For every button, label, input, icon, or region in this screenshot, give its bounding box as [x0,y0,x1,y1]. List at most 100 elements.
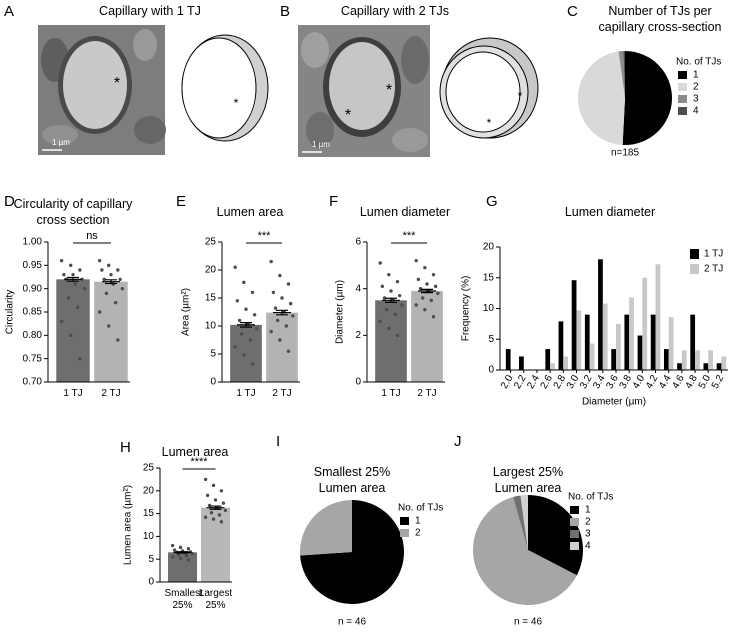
panel-label: F [329,193,339,210]
y-tick-label: 25 [205,237,217,248]
micrograph-a [38,25,166,155]
data-point [423,265,427,270]
pie-slice [623,51,625,98]
panel-label: H [120,439,131,456]
chart-title: Lumen diameter [359,205,451,219]
schematic-marker: * [487,116,492,130]
legend-label: 1 TJ [704,249,723,260]
legend-label: 4 [585,541,591,552]
panel-label: B [280,3,291,20]
bar [681,350,687,370]
data-point [62,272,66,277]
bar [668,317,674,370]
schematic-b [439,37,539,139]
bar [663,349,669,370]
data-point [433,284,438,289]
data-point [80,277,84,282]
data-point [395,333,400,338]
y-tick-label: 15 [483,272,495,283]
bar [716,363,722,370]
bar [650,314,656,370]
data-point [237,318,242,323]
data-point [217,513,222,517]
y-axis-label: Diameter (µm) [335,280,346,344]
data-point [219,520,224,524]
error-bar [173,551,192,554]
micrograph-b [298,25,430,157]
error-bar [237,322,255,328]
x-tick-label: 2 TJ [272,388,292,399]
x-tick-label: 2 TJ [417,388,437,399]
data-point [278,338,282,342]
legend-swatch [400,517,409,525]
data-point [382,296,387,300]
bar [519,356,524,370]
error-bar [382,297,400,304]
data-point [242,280,246,285]
bar [677,363,682,370]
image-marker: * [386,82,392,99]
y-tick-label: 0 [210,377,216,388]
error-bar [418,288,436,294]
data-point [378,261,382,265]
data-point [205,493,210,498]
data-point [397,293,402,298]
data-point [66,296,71,300]
sample-size: n = 46 [514,617,543,628]
data-point [239,332,244,336]
pie-slice [472,497,577,605]
y-tick-label: 5 [488,334,494,345]
data-point [71,272,75,277]
y-tick-label: 6 [355,237,361,248]
data-point [280,296,284,300]
pie-slice [300,500,352,556]
data-point [69,263,73,268]
chart-title: Lumen area [161,445,229,459]
data-point [78,356,82,361]
bar [266,312,298,382]
y-tick-label: 10 [483,303,495,314]
data-point [431,272,436,277]
data-point [250,362,255,366]
bar [589,343,595,370]
data-point [393,312,398,317]
data-point [213,498,218,502]
data-point [170,555,175,559]
data-point [178,556,183,560]
data-point [278,273,282,278]
panel-label: J [454,433,462,450]
bar [200,507,231,582]
x-tick-label: 1 TJ [236,388,256,399]
bar [584,314,590,370]
legend-label: 3 [585,529,591,540]
y-tick-label: 0 [148,577,154,588]
bar [563,356,569,370]
chart-title: Largest 25% Lumen area [492,465,564,496]
data-point [235,299,240,303]
pie-slice [300,500,405,604]
y-tick-label: 10 [143,531,155,542]
data-point [284,324,289,328]
schematic-a [181,34,269,142]
data-point [209,510,214,515]
data-point [250,290,255,295]
data-point [116,268,120,272]
y-tick-label: 0.70 [23,377,43,388]
data-point [107,324,111,328]
panel-label: D [4,193,15,210]
data-point [170,543,175,548]
y-tick-label: 0 [488,365,494,376]
data-point [211,517,216,521]
legend-label: 1 [693,70,699,81]
image-marker: * [345,107,351,124]
y-tick-label: 20 [205,265,217,276]
y-tick-label: 2 [355,330,361,341]
y-tick-label: 1.00 [23,237,43,248]
y-tick-label: 20 [143,485,155,496]
bar [629,297,634,370]
data-point [414,303,418,307]
schematic-marker: * [234,96,239,110]
legend-label: 2 [415,528,421,539]
bar [576,310,582,370]
y-axis-label: Circularity [5,290,16,334]
